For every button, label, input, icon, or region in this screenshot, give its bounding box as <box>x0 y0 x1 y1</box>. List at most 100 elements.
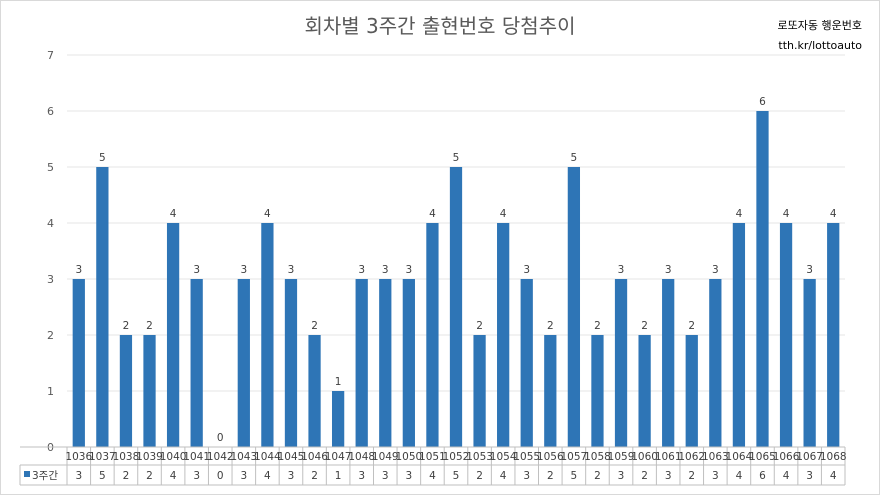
bar <box>402 279 415 447</box>
y-tick-label: 5 <box>47 161 54 174</box>
bar <box>237 279 250 447</box>
data-label: 4 <box>783 208 790 220</box>
brand-name: 로또자동 행운번호 <box>777 19 862 32</box>
data-label: 5 <box>571 152 578 164</box>
table-value: 4 <box>736 470 743 482</box>
category-label: 1052 <box>443 451 470 463</box>
table-value: 2 <box>641 470 648 482</box>
table-value: 4 <box>783 470 790 482</box>
category-label: 1044 <box>254 451 281 463</box>
category-label: 1036 <box>65 451 92 463</box>
bar <box>756 111 769 447</box>
category-label: 1061 <box>655 451 682 463</box>
y-tick-label: 1 <box>47 385 54 398</box>
y-tick-label: 3 <box>47 273 54 286</box>
data-label: 2 <box>123 320 130 332</box>
bar <box>284 279 298 447</box>
category-label: 1038 <box>113 451 140 463</box>
bar <box>638 335 651 447</box>
category-label: 1056 <box>537 451 564 463</box>
data-label: 0 <box>217 432 224 444</box>
data-label: 2 <box>641 320 648 332</box>
bar <box>827 223 840 447</box>
table-value: 4 <box>830 470 837 482</box>
bar <box>449 167 463 447</box>
category-label: 1068 <box>820 451 847 463</box>
category-label: 1066 <box>773 451 800 463</box>
table-value: 2 <box>311 470 318 482</box>
table-value: 3 <box>712 470 719 482</box>
category-label: 1059 <box>608 451 635 463</box>
bar <box>308 335 321 447</box>
table-value: 3 <box>382 470 389 482</box>
table-value: 2 <box>594 470 601 482</box>
category-label: 1043 <box>230 451 257 463</box>
table-value: 2 <box>688 470 695 482</box>
bar <box>379 279 392 447</box>
category-label: 1040 <box>160 451 187 463</box>
data-label: 3 <box>358 264 365 276</box>
table-value: 3 <box>523 470 530 482</box>
category-label: 1065 <box>749 451 776 463</box>
category-label: 1050 <box>395 451 422 463</box>
category-label: 1054 <box>490 451 517 463</box>
category-label: 1046 <box>301 451 328 463</box>
table-value: 4 <box>500 470 507 482</box>
data-label: 3 <box>618 264 625 276</box>
bar <box>166 223 180 447</box>
bar <box>426 223 439 447</box>
data-label: 3 <box>288 264 295 276</box>
data-label: 4 <box>264 208 271 220</box>
table-value: 5 <box>99 470 106 482</box>
bar <box>96 167 109 447</box>
data-label: 2 <box>547 320 554 332</box>
brand-block: 로또자동 행운번호 tth.kr/lottoauto <box>742 16 862 56</box>
table-value: 4 <box>264 470 271 482</box>
brand-url: tth.kr/lottoauto <box>778 39 862 52</box>
category-label: 1063 <box>702 451 729 463</box>
bar <box>331 391 345 447</box>
data-label: 4 <box>830 208 837 220</box>
data-label: 3 <box>193 264 200 276</box>
table-value: 3 <box>193 470 200 482</box>
chart-title: 회차별 3주간 출현번호 당첨추이 <box>304 14 576 38</box>
data-label: 3 <box>240 264 247 276</box>
table-value: 2 <box>146 470 153 482</box>
bar <box>685 335 698 447</box>
data-label: 4 <box>170 208 177 220</box>
bar <box>190 279 203 447</box>
data-label: 4 <box>500 208 507 220</box>
table-value: 4 <box>170 470 177 482</box>
category-label: 1045 <box>278 451 305 463</box>
bar <box>709 279 722 447</box>
bar <box>520 279 533 447</box>
category-label: 1058 <box>584 451 611 463</box>
data-label: 2 <box>688 320 695 332</box>
bar <box>473 335 486 447</box>
y-tick-label: 6 <box>47 105 54 118</box>
table-value: 2 <box>547 470 554 482</box>
category-label: 1064 <box>726 451 753 463</box>
category-label: 1047 <box>325 451 352 463</box>
data-label: 3 <box>406 264 413 276</box>
table-value: 3 <box>806 470 813 482</box>
bar <box>567 167 581 447</box>
bar <box>803 279 816 447</box>
data-label: 5 <box>99 152 106 164</box>
table-value: 0 <box>217 470 224 482</box>
bar <box>732 223 746 447</box>
data-label: 3 <box>806 264 813 276</box>
table-value: 2 <box>123 470 130 482</box>
bar <box>143 335 156 447</box>
data-label: 4 <box>736 208 743 220</box>
category-label: 1051 <box>419 451 446 463</box>
category-label: 1053 <box>466 451 493 463</box>
category-label: 1062 <box>678 451 705 463</box>
y-tick-label: 2 <box>47 329 54 342</box>
table-value: 3 <box>240 470 247 482</box>
table-value: 6 <box>759 470 766 482</box>
bar <box>614 279 628 447</box>
data-label: 1 <box>335 376 342 388</box>
data-label: 3 <box>75 264 82 276</box>
